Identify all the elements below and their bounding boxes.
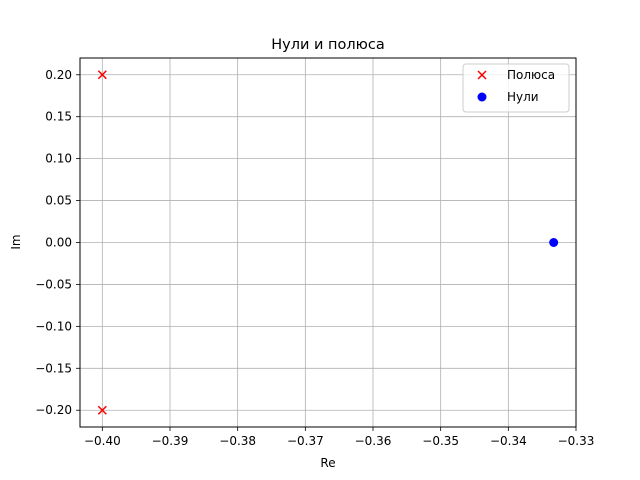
legend-marker [477, 70, 487, 80]
x-tick-label: −0.39 [152, 434, 189, 448]
legend: Полюса Нули [462, 63, 570, 113]
data-points [97, 70, 559, 415]
y-tick-label: 0.15 [45, 110, 72, 124]
zero-marker [549, 238, 559, 247]
pole-marker [97, 70, 107, 80]
x-tick-label: −0.34 [490, 434, 527, 448]
grid [80, 58, 577, 427]
y-tick-label: −0.20 [35, 403, 72, 417]
legend-label: Нули [507, 90, 539, 104]
chart-title: Нули и полюса [271, 37, 385, 53]
legend-box [462, 63, 570, 113]
y-tick-label: 0.20 [45, 68, 72, 82]
x-tick-label: −0.36 [355, 434, 392, 448]
y-axis-ticks: 0.20 0.15 0.10 0.05 0.00 −0.05 −0.10 −0.15 −0.20 [35, 68, 80, 417]
y-tick-label: −0.15 [35, 361, 72, 375]
plot-frame [79, 57, 577, 428]
x-axis-ticks: −0.40 −0.39 −0.38 −0.37 −0.36 −0.35 −0.34 −0.33 [84, 427, 594, 448]
y-tick-label: 0.10 [45, 152, 72, 166]
y-tick-label: 0.00 [45, 236, 72, 250]
x-tick-label: −0.38 [219, 434, 256, 448]
y-tick-label: 0.05 [45, 194, 72, 208]
x-tick-label: −0.33 [558, 434, 595, 448]
y-tick-label: −0.05 [35, 277, 72, 291]
x-tick-label: −0.37 [287, 434, 324, 448]
y-tick-label: −0.10 [35, 319, 72, 333]
y-axis-label: Im [9, 234, 23, 249]
x-tick-label: −0.35 [422, 434, 459, 448]
pole-marker [97, 405, 107, 415]
legend-label: Полюса [507, 68, 555, 82]
x-axis-label: Re [320, 456, 335, 470]
x-tick-label: −0.40 [84, 434, 121, 448]
legend-marker [477, 92, 487, 102]
